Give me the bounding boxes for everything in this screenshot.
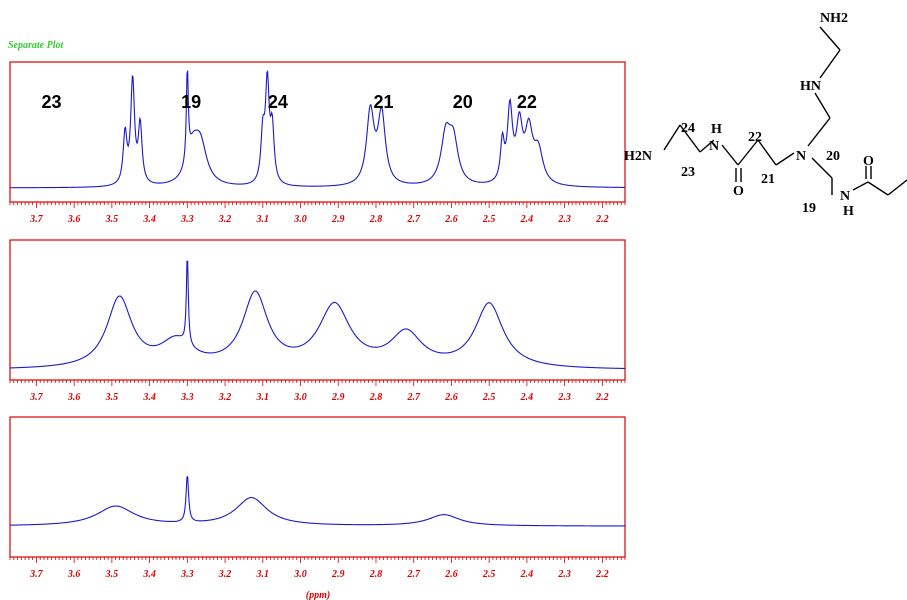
x-tick-label: 3.0 (293, 569, 307, 580)
x-tick-label: 3.2 (218, 569, 232, 580)
x-tick-label: 2.7 (406, 214, 421, 225)
x-tick-label: 2.5 (482, 569, 496, 580)
x-tick-label: 3.6 (67, 392, 81, 403)
x-tick-label: 3.7 (29, 569, 44, 580)
spectra-panels: 3.7 3.6 3.5 3.4 3.3 3.2 3.1 3.0 2.9 2.8 2.7 2.6 2.5 2… (9, 61, 626, 600)
spectrum-frame (9, 239, 626, 381)
x-tick-label: 3.3 (180, 569, 194, 580)
carbon-number-22: 22 (748, 130, 762, 145)
carbon-number-19: 19 (802, 201, 816, 216)
x-tick-label: 3.4 (142, 214, 156, 225)
x-tick-label: 2.3 (557, 569, 571, 580)
x-tick-label: 3.5 (105, 392, 119, 403)
carbon-number-21: 21 (761, 172, 775, 187)
atom-o-label: O (733, 184, 744, 199)
x-tick-label: 3.2 (218, 214, 232, 225)
peak-assignment-label: 22 (517, 92, 537, 112)
spectrum-trace (10, 70, 626, 189)
peak-assignment-label: 19 (181, 92, 201, 112)
x-tick-label: 3.5 (105, 569, 119, 580)
x-tick-label: 3.0 (293, 214, 307, 225)
x-tick-label: 3.1 (256, 569, 270, 580)
x-tick-label: 2.4 (520, 569, 534, 580)
x-tick-label: 2.6 (444, 392, 458, 403)
x-tick-label: 2.9 (331, 214, 345, 225)
peak-assignment-label: 24 (268, 92, 288, 112)
spectrum-frame (9, 61, 626, 203)
spectrum-trace (9, 260, 626, 370)
carbon-number-20: 20 (826, 149, 840, 164)
x-tick-label: 2.7 (406, 569, 421, 580)
x-tick-label: 2.6 (444, 214, 458, 225)
x-tick-label: 3.3 (180, 392, 194, 403)
peak-assignment-label: 23 (41, 92, 61, 112)
atom-h-label: H (843, 204, 854, 219)
x-tick-label: 2.4 (520, 214, 534, 225)
atom-n-amide-label: N (840, 189, 850, 204)
x-tick-label: 2.3 (557, 392, 571, 403)
peak-assignment-label: 21 (374, 92, 394, 112)
x-tick-label: 2.7 (406, 392, 421, 403)
carbon-number-24: 24 (681, 121, 695, 136)
x-tick-label: 2.8 (369, 392, 383, 403)
x-tick-label: 3.0 (293, 392, 307, 403)
x-tick-label: 2.2 (595, 392, 609, 403)
x-tick-label: 2.4 (520, 392, 534, 403)
x-tick-label: 3.4 (142, 569, 156, 580)
x-tick-label: 3.6 (67, 569, 81, 580)
chemical-structure: NH2 HN H N H2N O N O N H 24 23 22 21 20 … (624, 11, 907, 219)
peak-assignment-label: 20 (453, 92, 473, 112)
x-tick-label: 3.1 (256, 214, 270, 225)
atom-nh2-label: NH2 (820, 11, 848, 26)
x-tick-label: 2.8 (369, 214, 383, 225)
x-tick-label: 3.3 (180, 214, 194, 225)
x-tick-label: 3.5 (105, 214, 119, 225)
x-tick-label: 2.9 (331, 392, 345, 403)
x-tick-label: 2.9 (331, 569, 345, 580)
x-tick-label: 2.2 (595, 569, 609, 580)
x-tick-label: 2.6 (444, 569, 458, 580)
x-axis-label: (ppm) (306, 590, 330, 600)
plot-mode-label: Separate Plot (8, 40, 64, 51)
spectrum-frame (9, 416, 626, 558)
atom-h2n-label: H2N (624, 149, 652, 164)
atom-n-amide-label: N (709, 139, 719, 154)
x-tick-label: 2.5 (482, 214, 496, 225)
x-tick-label: 2.2 (595, 214, 609, 225)
atom-o-label: O (863, 154, 874, 169)
x-tick-label: 3.7 (29, 392, 44, 403)
x-tick-label: 3.2 (218, 392, 232, 403)
x-tick-label: 2.5 (482, 392, 496, 403)
atom-h-label: H (711, 122, 722, 137)
atom-n-tertiary-label: N (796, 149, 806, 164)
x-tick-label: 2.3 (557, 214, 571, 225)
x-tick-label: 2.8 (369, 569, 383, 580)
x-tick-label: 3.4 (142, 392, 156, 403)
spectrum-trace (9, 476, 625, 527)
atom-hn-label: HN (800, 79, 821, 94)
carbon-number-23: 23 (681, 165, 695, 180)
x-tick-label: 3.7 (29, 214, 44, 225)
x-tick-label: 3.6 (67, 214, 81, 225)
x-tick-label: 3.1 (256, 392, 270, 403)
